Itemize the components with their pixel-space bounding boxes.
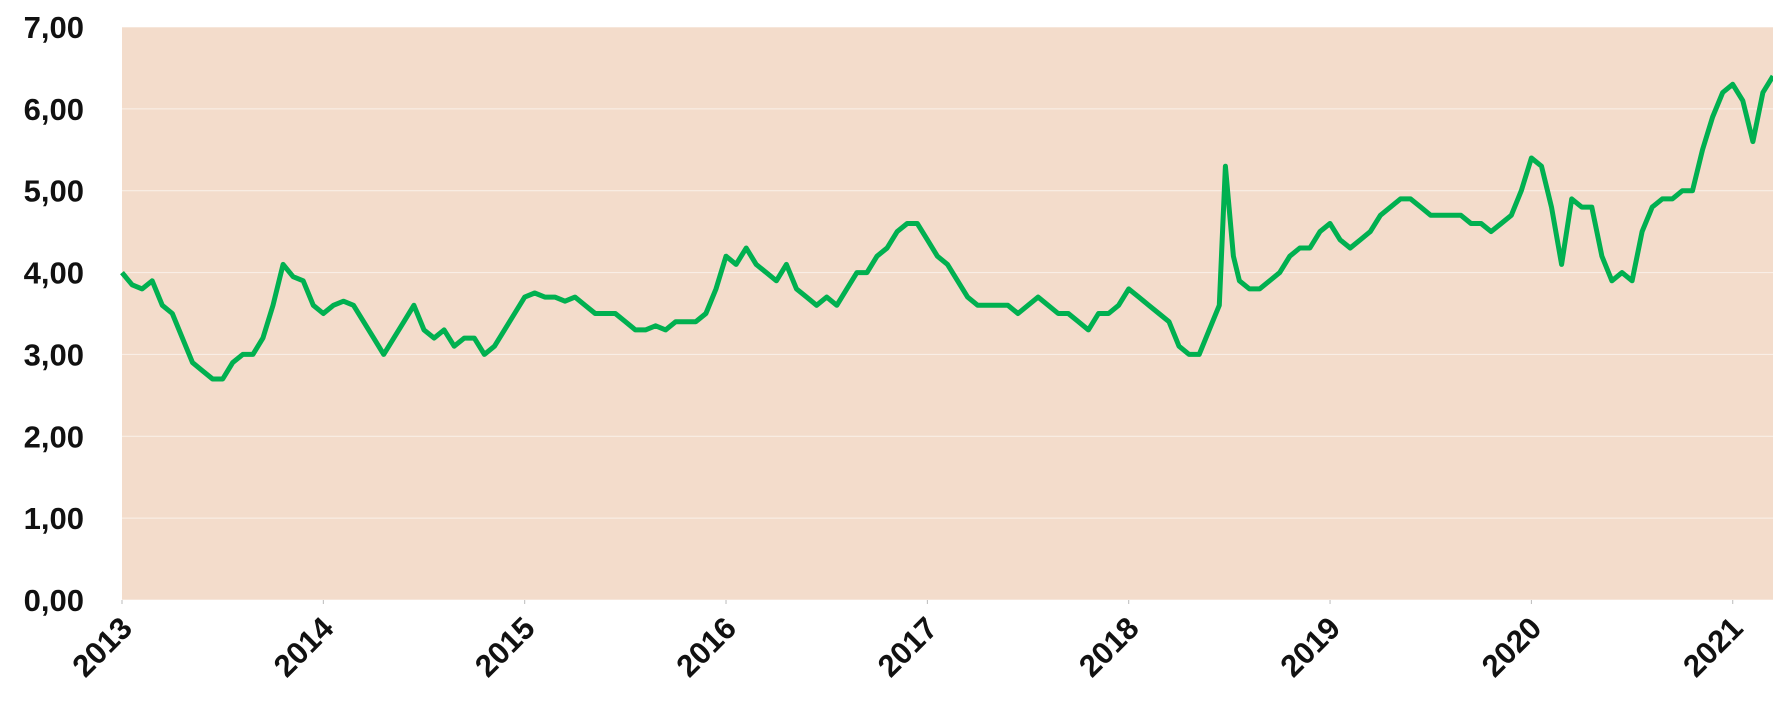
y-tick-label: 0,00: [24, 583, 84, 618]
x-tick-label: 2020: [1475, 610, 1549, 684]
x-tick-label: 2016: [669, 610, 743, 684]
price-line: [120, 74, 1773, 382]
x-tick-label: 2017: [871, 610, 945, 684]
y-tick-label: 7,00: [24, 10, 84, 45]
y-tick-label: 6,00: [24, 92, 84, 127]
plot-background: [122, 27, 1773, 600]
x-tick-label: 2019: [1273, 610, 1347, 684]
y-tick-label: 5,00: [24, 174, 84, 209]
y-tick-label: 2,00: [24, 419, 84, 454]
x-tick-label: 2014: [267, 610, 341, 684]
y-tick-label: 3,00: [24, 337, 84, 372]
y-tick-label: 4,00: [24, 256, 84, 291]
x-tick-label: 2015: [468, 610, 542, 684]
x-tick-label: 2018: [1072, 610, 1146, 684]
x-tick-label: 2013: [65, 610, 139, 684]
y-tick-label: 1,00: [24, 501, 84, 536]
x-tick-label: 2021: [1676, 610, 1750, 684]
